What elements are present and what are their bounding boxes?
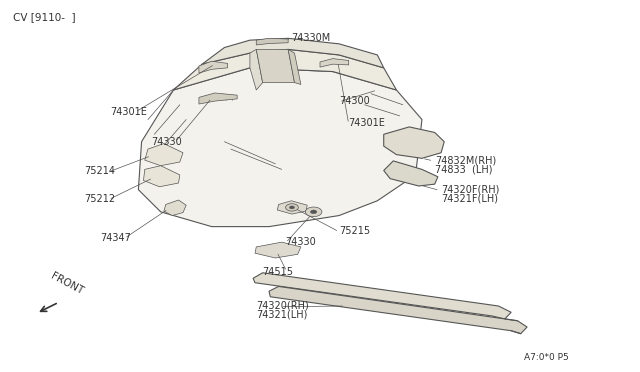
- Polygon shape: [143, 166, 180, 187]
- Polygon shape: [256, 38, 288, 45]
- Polygon shape: [199, 61, 228, 73]
- Polygon shape: [269, 286, 527, 334]
- Text: 74347: 74347: [100, 233, 131, 243]
- Polygon shape: [320, 59, 349, 67]
- Text: 74330: 74330: [285, 237, 316, 247]
- Text: 74515: 74515: [262, 267, 294, 277]
- Text: 74321F(LH): 74321F(LH): [441, 194, 498, 204]
- Circle shape: [305, 207, 322, 217]
- Polygon shape: [384, 161, 438, 186]
- Polygon shape: [199, 93, 237, 104]
- Polygon shape: [288, 49, 301, 84]
- Text: CV [9110-  ]: CV [9110- ]: [13, 12, 76, 22]
- Polygon shape: [384, 127, 444, 158]
- Text: 75214: 75214: [84, 166, 115, 176]
- Text: 74832M(RH): 74832M(RH): [435, 155, 496, 165]
- Text: 74320F(RH): 74320F(RH): [441, 185, 499, 195]
- Text: 74330: 74330: [151, 137, 182, 147]
- Text: 74301E: 74301E: [109, 107, 147, 117]
- Polygon shape: [202, 38, 384, 68]
- Circle shape: [289, 206, 294, 209]
- Circle shape: [310, 210, 317, 214]
- Text: 74301E: 74301E: [349, 118, 385, 128]
- Polygon shape: [256, 49, 294, 83]
- Text: FRONT: FRONT: [49, 272, 85, 297]
- Text: A7:0*0 P5: A7:0*0 P5: [524, 353, 569, 362]
- Text: 75212: 75212: [84, 194, 115, 204]
- Text: 74330M: 74330M: [291, 33, 331, 43]
- Circle shape: [285, 204, 298, 211]
- Polygon shape: [173, 49, 396, 90]
- Polygon shape: [250, 49, 262, 90]
- Text: 74300: 74300: [339, 96, 370, 106]
- Text: 74321(LH): 74321(LH): [256, 310, 308, 320]
- Polygon shape: [145, 144, 183, 166]
- Polygon shape: [164, 200, 186, 215]
- Polygon shape: [138, 68, 422, 227]
- Polygon shape: [255, 242, 301, 258]
- Text: 74320(RH): 74320(RH): [256, 301, 309, 311]
- Text: 75215: 75215: [339, 226, 371, 236]
- Text: 74833  (LH): 74833 (LH): [435, 164, 492, 174]
- Polygon shape: [277, 201, 307, 214]
- Polygon shape: [253, 273, 511, 319]
